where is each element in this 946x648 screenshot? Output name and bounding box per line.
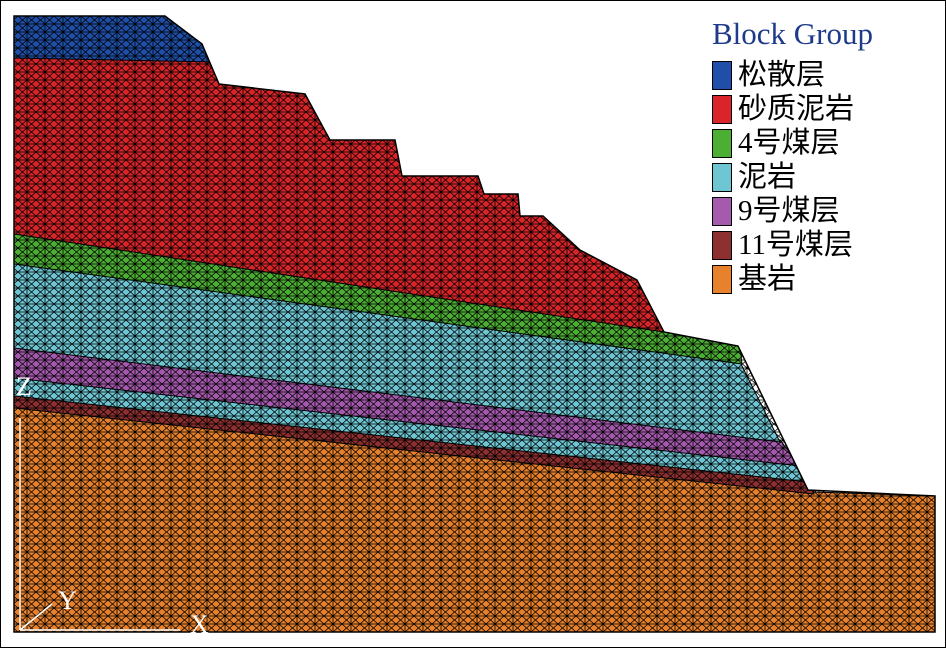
- legend-item: 砂质泥岩: [712, 92, 873, 126]
- x-axis-label: X: [190, 610, 209, 639]
- legend-title: Block Group: [712, 16, 874, 51]
- legend-swatch: [712, 94, 732, 124]
- legend-items: 松散层 砂质泥岩 4号煤层 泥岩 9号煤层 11号煤层 基岩: [712, 58, 873, 296]
- legend-item: 4号煤层: [712, 126, 873, 160]
- legend-item: 9号煤层: [712, 194, 873, 228]
- legend-swatch: [712, 162, 732, 192]
- legend-item: 基岩: [712, 262, 873, 296]
- legend-item: 松散层: [712, 58, 873, 92]
- z-axis-label: Z: [16, 372, 32, 401]
- legend-label: 基岩: [738, 263, 797, 295]
- y-axis-line: [19, 603, 53, 631]
- legend-swatch: [712, 264, 732, 294]
- legend-item: 11号煤层: [712, 228, 873, 262]
- legend-swatch: [712, 230, 732, 260]
- legend-label: 砂质泥岩: [738, 93, 855, 125]
- y-axis-label: Y: [58, 586, 77, 615]
- legend-label: 11号煤层: [738, 229, 853, 261]
- legend-swatch: [712, 128, 732, 158]
- legend: Block Group 松散层 砂质泥岩 4号煤层 泥岩 9号煤层 11号煤层 …: [712, 16, 873, 296]
- legend-swatch: [712, 60, 732, 90]
- legend-label: 泥岩: [738, 161, 797, 193]
- legend-item: 泥岩: [712, 160, 873, 194]
- legend-label: 4号煤层: [738, 127, 840, 159]
- legend-label: 9号煤层: [738, 195, 840, 227]
- model-outline: [13, 15, 936, 633]
- legend-label: 松散层: [738, 59, 826, 91]
- axis-triad: [19, 418, 180, 631]
- legend-swatch: [712, 196, 732, 226]
